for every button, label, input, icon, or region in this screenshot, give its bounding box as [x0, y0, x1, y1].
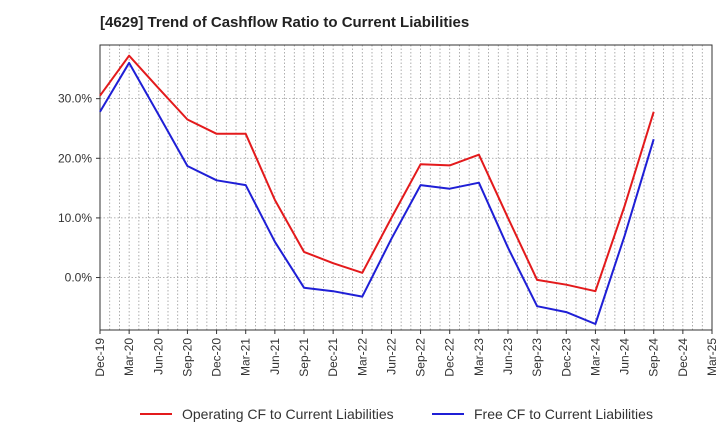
- plot-frame: [99, 44, 713, 331]
- series-line-1: [99, 54, 655, 293]
- x-tick-label: Mar-23: [472, 338, 486, 376]
- x-tick-label: Dec-20: [210, 338, 224, 377]
- x-tick-label: Sep-22: [414, 338, 428, 377]
- x-tick-label: Jun-24: [618, 338, 632, 375]
- x-tick-label: Sep-21: [297, 338, 311, 377]
- x-tick-label: Mar-20: [122, 338, 136, 376]
- legend-label-2: Free CF to Current Liabilities: [474, 406, 653, 422]
- x-tick-label: Jun-22: [384, 338, 398, 375]
- legend-label-1: Operating CF to Current Liabilities: [182, 406, 394, 422]
- x-tick-label: Mar-25: [705, 338, 719, 376]
- x-tick-label: Dec-22: [443, 338, 457, 377]
- x-tick-label: Jun-20: [151, 338, 165, 375]
- x-tick-label: Dec-21: [326, 338, 340, 377]
- x-tick-label: Jun-21: [268, 338, 282, 375]
- x-tick-label: Mar-22: [355, 338, 369, 376]
- x-tick-label: Dec-23: [559, 338, 573, 377]
- y-tick-label: 20.0%: [58, 151, 92, 165]
- series-line-2: [99, 61, 655, 325]
- y-tick-label: 0.0%: [65, 271, 93, 285]
- x-tick-label: Sep-24: [647, 338, 661, 377]
- x-tick-label: Mar-21: [239, 338, 253, 376]
- x-tick-label: Jun-23: [501, 338, 515, 375]
- y-tick-label: 10.0%: [58, 211, 92, 225]
- x-tick-label: Dec-19: [93, 338, 107, 377]
- x-tick-label: Sep-20: [180, 338, 194, 377]
- chart-title: [4629] Trend of Cashflow Ratio to Curren…: [100, 14, 470, 31]
- y-tick-label: 30.0%: [58, 92, 92, 106]
- x-tick-label: Mar-24: [588, 338, 602, 376]
- x-tick-label: Dec-24: [676, 338, 690, 377]
- x-tick-label: Sep-23: [530, 338, 544, 377]
